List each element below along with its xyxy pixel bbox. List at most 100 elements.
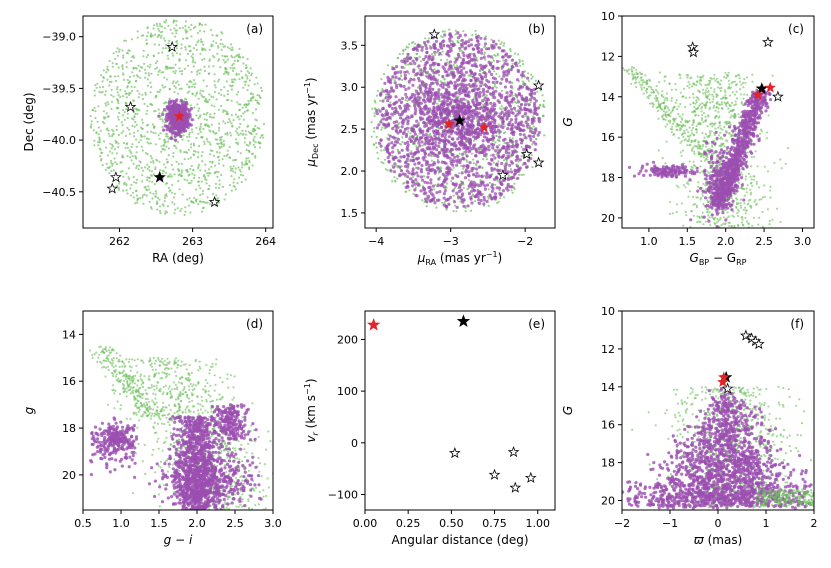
field-star-point xyxy=(246,125,249,128)
member-star-point xyxy=(411,59,415,63)
field-star-point xyxy=(229,165,232,168)
member-star-point xyxy=(534,106,538,110)
field-star-point xyxy=(474,29,477,32)
field-star-point xyxy=(232,159,235,162)
field-star-point xyxy=(117,186,120,189)
field-star-point xyxy=(713,73,716,76)
member-star-point xyxy=(407,86,411,90)
field-star-point xyxy=(217,171,220,174)
member-star-point xyxy=(477,165,481,169)
field-star-point xyxy=(543,134,546,137)
member-star-point xyxy=(469,43,474,47)
field-star-point xyxy=(198,107,201,110)
field-star-point xyxy=(124,134,128,137)
field-star-point xyxy=(137,64,140,67)
field-star-point xyxy=(509,168,512,171)
field-star-point xyxy=(112,130,115,133)
field-star-point xyxy=(131,191,135,194)
field-star-point xyxy=(123,39,126,42)
member-star-point xyxy=(447,202,451,206)
field-star-point xyxy=(222,72,226,76)
member-star-point xyxy=(186,113,190,117)
member-star-point xyxy=(386,75,390,79)
field-star-point xyxy=(222,110,225,114)
member-star-point xyxy=(460,171,464,175)
member-star-point xyxy=(476,183,480,187)
member-star-point xyxy=(505,91,509,95)
field-star-point xyxy=(115,140,118,144)
field-star-point xyxy=(472,158,475,161)
member-star-point xyxy=(379,144,383,148)
field-star-point xyxy=(394,180,397,183)
field-star-point xyxy=(163,163,166,166)
member-star-point xyxy=(384,95,388,100)
field-star-point xyxy=(230,189,233,192)
member-star-point xyxy=(462,77,466,81)
member-star-point xyxy=(189,107,193,111)
y-tick-label: 1.5 xyxy=(341,207,359,220)
member-star-point xyxy=(493,156,497,160)
field-star-point xyxy=(159,88,162,92)
field-star-point xyxy=(102,77,105,80)
member-star-point xyxy=(173,134,177,138)
member-star-point xyxy=(404,160,408,164)
field-star-point xyxy=(127,128,130,131)
field-star-point xyxy=(417,86,420,89)
member-star-point xyxy=(471,173,476,177)
member-star-point xyxy=(493,167,497,171)
member-star-point xyxy=(493,192,497,196)
field-star-point xyxy=(141,135,144,138)
member-star-point xyxy=(494,89,498,93)
field-star-point xyxy=(154,166,157,169)
member-star-point xyxy=(408,62,413,66)
member-star-point xyxy=(426,175,430,179)
field-star-point xyxy=(256,82,259,85)
field-star-point xyxy=(170,66,174,70)
member-star-point xyxy=(170,109,174,113)
field-star-point xyxy=(151,123,154,126)
field-star-point xyxy=(150,157,153,160)
member-star-point xyxy=(400,125,404,129)
member-star-point xyxy=(466,40,470,44)
field-star-point xyxy=(151,180,154,184)
field-star-point xyxy=(408,189,411,192)
member-star-point xyxy=(443,69,447,74)
member-star-point xyxy=(503,169,507,173)
member-star-point xyxy=(520,120,524,124)
field-star-point xyxy=(157,27,160,30)
member-star-point xyxy=(163,107,167,112)
field-star-point xyxy=(452,194,455,197)
field-star-point xyxy=(458,172,461,175)
field-star-point xyxy=(156,208,159,211)
field-star-point xyxy=(150,207,153,210)
field-star-point xyxy=(90,123,93,126)
member-star-point xyxy=(435,148,439,152)
member-star-point xyxy=(508,163,512,167)
field-star-point xyxy=(131,124,134,127)
member-star-point xyxy=(461,88,465,92)
member-star-point xyxy=(488,70,492,74)
field-star-point xyxy=(164,210,167,213)
field-star-point xyxy=(214,182,217,185)
open-star-marker xyxy=(532,79,545,91)
field-star-point xyxy=(493,83,496,86)
field-star-point xyxy=(246,109,249,112)
member-star-point xyxy=(522,133,526,137)
field-star-point xyxy=(199,131,202,134)
field-star-point xyxy=(259,86,263,89)
field-star-point xyxy=(242,174,245,177)
field-star-point xyxy=(148,200,151,204)
field-star-point xyxy=(149,63,152,66)
member-star-point xyxy=(504,156,508,161)
field-star-point xyxy=(179,149,182,152)
field-star-point xyxy=(441,201,444,204)
field-star-point xyxy=(180,43,183,46)
field-star-point xyxy=(196,70,199,73)
field-star-point xyxy=(97,105,100,108)
field-star-point xyxy=(202,127,205,130)
member-star-point xyxy=(403,109,407,113)
field-star-point xyxy=(254,155,257,158)
member-star-point xyxy=(391,67,395,71)
y-tick-label: −39.0 xyxy=(42,31,76,44)
field-star-point xyxy=(539,89,542,92)
